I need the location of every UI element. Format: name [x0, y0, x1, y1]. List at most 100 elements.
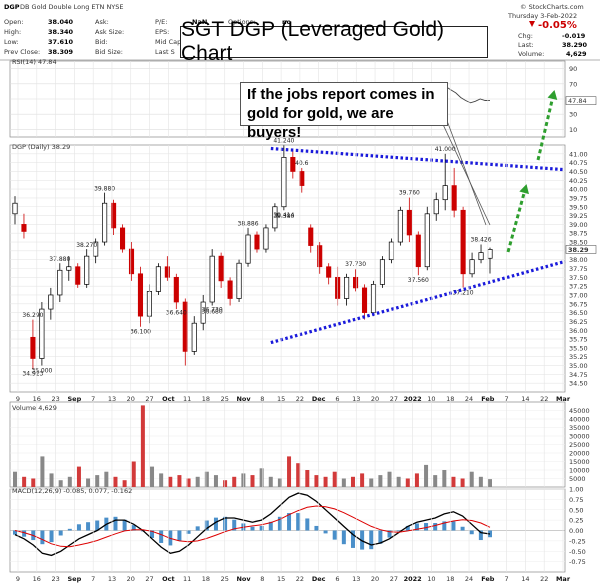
candle-body: [406, 209, 412, 236]
candle-body: [478, 252, 484, 261]
price-tick-label: 40.50: [569, 168, 588, 176]
volume-bar: [195, 476, 200, 487]
description: DB Gold Double Long ETN NYSE: [20, 3, 124, 11]
macd-histogram-bar: [469, 530, 474, 535]
macd-histogram-bar: [95, 520, 100, 531]
price-tick-label: 38.50: [569, 239, 588, 247]
volume-bar: [177, 475, 182, 487]
callout-pointer: [439, 117, 491, 226]
x-tick-label: 6: [335, 395, 339, 403]
x-tick-label: 27: [390, 575, 398, 583]
price-tick-label: 35.50: [569, 344, 588, 352]
change-pct: -0.05%: [538, 20, 577, 31]
price-tick-label: 36.50: [569, 309, 588, 317]
volume-panel-label: Volume 4,629: [12, 404, 57, 412]
rsi-tick-label: 70: [569, 80, 577, 88]
x-tick-label: Dec: [312, 395, 326, 403]
x-tick-label: 7: [505, 395, 509, 403]
rsi-tick-label: 90: [569, 65, 577, 73]
candle-body: [308, 227, 314, 246]
volume-bar: [378, 475, 383, 487]
volume-bar: [22, 476, 27, 487]
macd-histogram-bar: [22, 530, 27, 537]
candle-body: [361, 287, 368, 313]
macd-histogram-bar: [360, 530, 365, 550]
macd-tick-label: -0.25: [569, 537, 586, 545]
candle-body: [326, 266, 332, 278]
price-point-label: 36.680: [202, 308, 223, 315]
macd-histogram-bar: [150, 530, 155, 538]
candle-body: [182, 301, 188, 352]
volume-bar: [58, 480, 63, 487]
volume-label: Volume:: [518, 50, 544, 58]
price-point-label: 37.730: [345, 261, 366, 268]
candle-body: [290, 157, 296, 172]
macd-histogram-bar: [259, 525, 264, 531]
price-point-label: 36.730: [202, 306, 223, 313]
x-tick-label: 20: [127, 575, 135, 583]
candle-body: [84, 255, 90, 285]
price-tick-label: 39.00: [569, 221, 588, 229]
volume-bar: [396, 476, 401, 487]
ask-size-label: Ask Size:: [95, 28, 124, 36]
volume-bar: [332, 471, 337, 487]
volume-bar: [213, 475, 218, 487]
x-tick-label: 18: [446, 575, 454, 583]
price-tick-label: 35.00: [569, 362, 588, 370]
candle-body: [30, 336, 36, 359]
volume-bar: [478, 476, 483, 487]
candle-body: [263, 227, 269, 250]
price-tick-label: 37.00: [569, 291, 588, 299]
x-tick-label: 22: [296, 395, 304, 403]
rsi-tick-label: 10: [569, 126, 577, 134]
volume-tick-label: 30000: [569, 433, 590, 441]
volume-bar: [232, 476, 237, 487]
macd-histogram-bar: [204, 520, 209, 531]
macd-histogram-bar: [186, 530, 191, 534]
prev-close-label: Prev Close:: [4, 48, 40, 56]
price-tick-label: 34.75: [569, 371, 588, 379]
x-tick-label: 23: [51, 575, 59, 583]
volume-bar: [150, 466, 155, 487]
overlay: [439, 90, 558, 253]
volume-bar: [488, 479, 492, 487]
x-tick-label: Mar: [556, 395, 571, 403]
volume-bar: [86, 478, 91, 487]
volume-bar: [405, 478, 410, 487]
price-last-value: 38.29: [568, 246, 589, 254]
macd-histogram-bar: [424, 523, 429, 531]
last-value: 38.290: [562, 41, 588, 49]
volume-tick-label: 25000: [569, 441, 590, 449]
macd-histogram-bar: [323, 530, 328, 534]
x-tick-label: 14: [521, 395, 529, 403]
x-tick-label: 16: [33, 575, 41, 583]
bid-label: Bid:: [95, 38, 108, 46]
volume-bar: [451, 476, 456, 487]
x-tick-label: Feb: [481, 395, 495, 403]
candle-body: [424, 213, 430, 268]
volume-bar: [460, 478, 465, 487]
volume-bar: [168, 476, 173, 487]
x-tick-label: 13: [108, 395, 116, 403]
green-arrow: [506, 185, 528, 253]
candle-body: [370, 284, 377, 313]
volume-bar: [250, 475, 255, 487]
macd-histogram-bar: [277, 516, 282, 531]
candle-body: [137, 273, 144, 317]
price-point-label: 36.640: [166, 310, 187, 317]
candle-body: [227, 280, 233, 299]
volume-bar: [223, 480, 228, 487]
x-tick-label: 9: [16, 575, 20, 583]
macd-histogram-bar: [250, 526, 255, 531]
x-tick-label: 6: [335, 575, 339, 583]
x-tick-label: Sep: [68, 395, 82, 403]
high-value: 38.340: [48, 28, 74, 36]
options-label: Options:: [228, 18, 255, 26]
x-tick-label: 8: [260, 575, 264, 583]
volume-bar: [40, 456, 45, 487]
volume-bar: [360, 473, 365, 487]
candle-body: [451, 185, 457, 211]
macd-histogram-bar: [350, 530, 355, 548]
macd-histogram-bar: [460, 526, 465, 531]
macd-histogram-bar: [86, 522, 91, 531]
